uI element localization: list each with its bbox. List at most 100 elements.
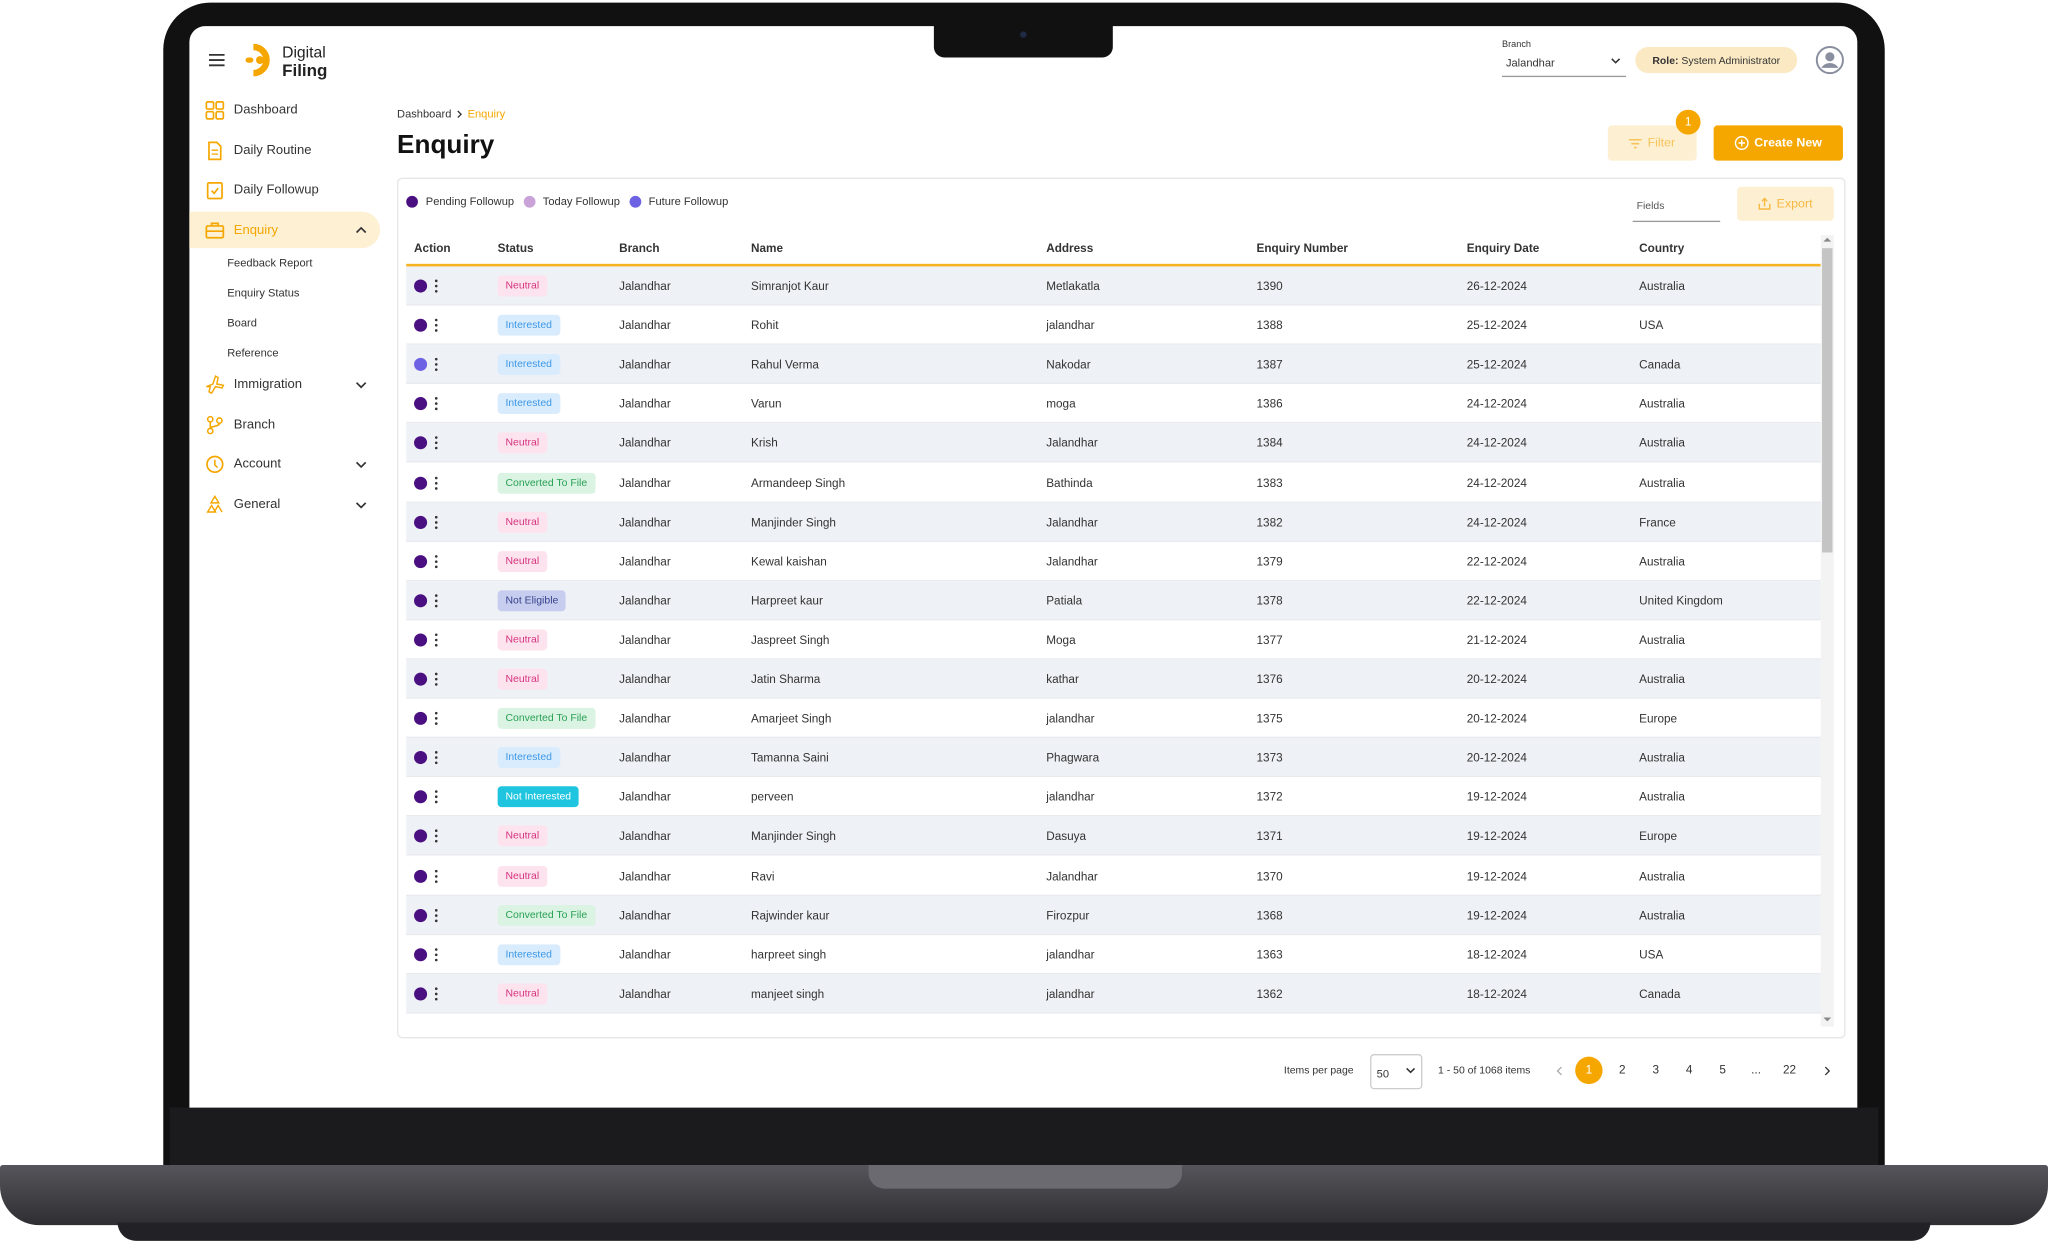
column-header[interactable]: Country — [1639, 241, 1685, 255]
menu-dot — [434, 722, 438, 726]
row-menu[interactable] — [434, 711, 439, 726]
scrollbar-thumb[interactable] — [1822, 248, 1833, 553]
menu-dot — [434, 324, 438, 327]
table-cell: 19-12-2024 — [1466, 790, 1527, 804]
logo-icon — [245, 43, 270, 77]
branch-value: Jalandhar — [1505, 56, 1555, 70]
status-badge: Neutral — [497, 275, 547, 297]
menu-dot — [434, 717, 438, 720]
subnav-item[interactable]: Enquiry Status — [227, 286, 300, 300]
table-row: Interested Jalandhar harpreet singh jalandh… — [406, 934, 1821, 974]
column-header[interactable]: Name — [751, 241, 784, 255]
branch-select[interactable]: Jalandhar — [1502, 51, 1627, 78]
avatar[interactable] — [1815, 46, 1845, 75]
expand-icon[interactable] — [355, 458, 367, 470]
column-header[interactable]: Address — [1046, 241, 1094, 255]
nav-item[interactable]: Branch — [205, 414, 275, 435]
followup-dot — [414, 908, 428, 922]
table-cell: Rahul Verma — [751, 358, 819, 372]
page-button[interactable]: 3 — [1652, 1063, 1660, 1077]
row-menu[interactable] — [434, 397, 439, 411]
fields-select[interactable]: Fields — [1632, 192, 1721, 223]
row-menu[interactable] — [434, 672, 439, 686]
row-menu[interactable] — [434, 436, 439, 450]
scroll-up[interactable] — [1823, 236, 1832, 243]
table-row: Not Eligible Jalandhar Harpreet kaur Patial… — [406, 580, 1821, 621]
export-icon — [1758, 197, 1771, 210]
table-cell: 1370 — [1256, 869, 1283, 883]
table-cell: Amarjeet Singh — [751, 711, 832, 726]
table-cell: USA — [1639, 318, 1664, 332]
menu-button[interactable] — [208, 53, 225, 67]
table-cell: Simranjot Kaur — [751, 279, 829, 293]
column-header[interactable]: Enquiry Number — [1256, 241, 1348, 255]
row-menu[interactable] — [434, 318, 439, 332]
table-cell: Jalandhar — [619, 987, 671, 1001]
next-page[interactable] — [1823, 1066, 1831, 1076]
expand-icon[interactable] — [355, 499, 367, 511]
column-header[interactable]: Action — [414, 241, 451, 255]
page-button[interactable]: 1 — [1575, 1056, 1603, 1085]
row-menu[interactable] — [434, 633, 439, 647]
column-header[interactable]: Branch — [619, 241, 660, 255]
page-button[interactable]: 2 — [1619, 1063, 1626, 1077]
page-button[interactable]: 5 — [1719, 1063, 1726, 1077]
page-summary: 1 - 50 of 1068 items — [1438, 1064, 1531, 1077]
page-button[interactable]: 4 — [1685, 1063, 1693, 1077]
per-page-select[interactable]: 50 — [1370, 1054, 1423, 1090]
row-menu[interactable] — [434, 987, 439, 1001]
legend-dot — [629, 195, 641, 208]
table-cell: United Kingdom — [1639, 594, 1723, 608]
nav-item[interactable]: General — [205, 494, 280, 515]
nav-label: Enquiry — [233, 222, 279, 238]
row-menu[interactable] — [434, 869, 439, 883]
laptop-base-bottom — [117, 1222, 1931, 1241]
nav-item[interactable]: Account — [205, 453, 281, 474]
subnav-item[interactable]: Board — [227, 316, 257, 330]
row-menu[interactable] — [434, 358, 439, 372]
page-button[interactable]: ... — [1751, 1063, 1761, 1077]
subnav-item[interactable]: Feedback Report — [227, 255, 313, 270]
row-menu[interactable] — [434, 908, 439, 922]
row-menu[interactable] — [434, 594, 439, 608]
nav-label: Dashboard — [233, 102, 298, 117]
table-card — [397, 177, 1846, 1039]
subnav-item[interactable]: Reference — [227, 346, 279, 360]
row-menu[interactable] — [434, 829, 439, 843]
table-row: Converted To File Jalandhar Amarjeet Singh… — [406, 698, 1821, 739]
page-button[interactable]: 22 — [1782, 1063, 1797, 1077]
nav-item[interactable]: Daily Routine — [205, 140, 311, 161]
status-badge: Interested — [497, 314, 560, 336]
table-cell: Australia — [1639, 869, 1685, 883]
collapse-icon[interactable] — [355, 225, 367, 237]
menu-dot — [434, 790, 438, 794]
table-cell: Jalandhar — [619, 672, 671, 686]
table-cell: harpreet singh — [751, 947, 827, 961]
table-cell: Europe — [1639, 711, 1678, 726]
column-header[interactable]: Status — [497, 241, 534, 255]
row-menu[interactable] — [434, 947, 439, 961]
expand-icon[interactable] — [355, 379, 367, 391]
column-header[interactable]: Enquiry Date — [1466, 241, 1540, 255]
menu-dot — [434, 329, 438, 332]
row-menu[interactable] — [434, 751, 439, 765]
nav-item[interactable]: Immigration — [205, 374, 302, 395]
menu-dot — [434, 829, 438, 833]
followup-dot — [414, 711, 428, 726]
table-cell: 1384 — [1256, 436, 1283, 450]
scroll-down[interactable] — [1823, 1016, 1832, 1023]
prev-page[interactable] — [1556, 1066, 1564, 1076]
export-button[interactable]: Export — [1737, 186, 1834, 221]
menu-dot — [434, 402, 438, 406]
create-new-button[interactable]: Create New — [1713, 125, 1843, 161]
row-menu[interactable] — [434, 554, 439, 568]
row-menu[interactable] — [434, 790, 439, 804]
nav-item[interactable]: Daily Followup — [205, 179, 319, 200]
breadcrumb-link[interactable]: Dashboard — [397, 107, 452, 121]
row-menu[interactable] — [434, 515, 439, 529]
table-cell: Tamanna Saini — [751, 751, 829, 765]
row-menu[interactable] — [434, 279, 439, 293]
nav-item[interactable]: Dashboard — [205, 99, 298, 120]
row-menu[interactable] — [434, 476, 439, 490]
nav-item[interactable]: Enquiry — [205, 219, 278, 240]
